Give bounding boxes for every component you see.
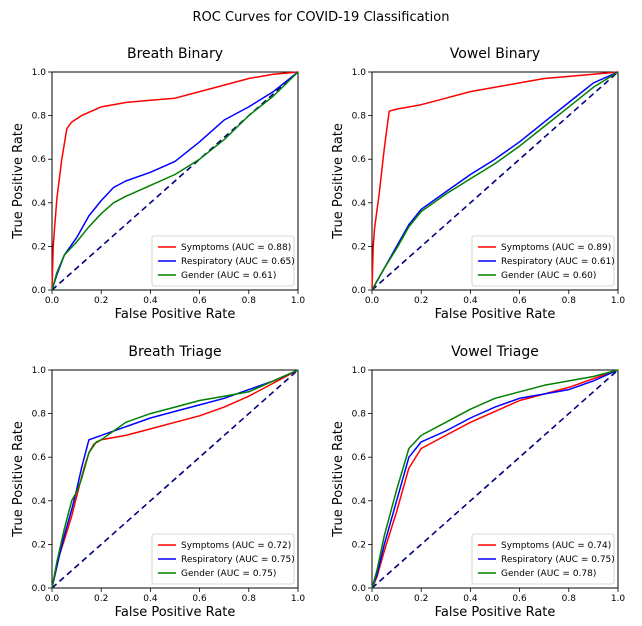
legend-label-respiratory: Respiratory (AUC = 0.75) — [501, 555, 615, 565]
chart-panel-3: Breath Triage 0.00.0 0.2 0.2 0.4 0.4 0.6 0.6 0.8… — [11, 344, 305, 620]
x-tick-label: 1.0 — [611, 594, 626, 604]
series-line-gender — [371, 71, 619, 291]
series-line-symptoms — [371, 71, 619, 291]
y-axis-label: True Positive Rate — [11, 421, 26, 538]
y-tick-label: 1.0 — [352, 366, 367, 376]
y-tick-label: 1.0 — [352, 68, 367, 78]
x-tick-label: 0.6 — [512, 296, 527, 306]
x-tick-label: 0.4 — [463, 296, 478, 306]
panel-title: Breath Binary — [127, 46, 223, 62]
y-tick-label: 0.2 — [352, 242, 366, 252]
y-tick-label: 0.2 — [352, 540, 366, 550]
chart-panels: Breath Binary0.00.00.20.20.40.40.60.60.8… — [11, 46, 625, 620]
legend-label-symptoms: Symptoms (AUC = 0.72) — [181, 541, 291, 551]
y-tick-label: 0.4 — [32, 497, 47, 507]
x-tick-label: 0.4 — [463, 594, 478, 604]
panel-title: Breath Triage — [128, 344, 221, 360]
x-tick-label: 0.8 — [242, 594, 257, 604]
x-tick-label: 0.0 — [365, 296, 380, 306]
y-tick-label: 0.0 — [352, 584, 367, 594]
y-tick-label: 0.6 — [352, 155, 367, 165]
y-tick-label: 0.8 — [352, 112, 367, 122]
series-line-symptoms — [51, 71, 299, 291]
x-tick-label: 0.0 — [45, 296, 60, 306]
panel-title: Vowel Binary — [450, 46, 540, 62]
legend-label-respiratory: Respiratory (AUC = 0.75) — [181, 555, 295, 565]
legend-label-gender: Gender (AUC = 0.75) — [181, 569, 276, 579]
x-tick-label: 0.2 — [94, 296, 108, 306]
legend-label-gender: Gender (AUC = 0.61) — [181, 271, 276, 281]
legend-box — [151, 235, 295, 287]
legend: Symptoms (AUC = 0.72) Respiratory (AUC = … — [151, 533, 295, 585]
legend-label-respiratory: Respiratory (AUC = 0.65) — [181, 257, 295, 267]
legend-label-gender: Gender (AUC = 0.78) — [501, 569, 596, 579]
x-tick-label: 0.4 — [143, 594, 158, 604]
x-tick-label: 0.6 — [192, 296, 207, 306]
y-tick-label: 0.2 — [32, 540, 46, 550]
y-tick-label: 0.2 — [32, 242, 46, 252]
y-axis-label: True Positive Rate — [331, 421, 346, 538]
y-tick-label: 0.8 — [32, 410, 47, 420]
y-tick-label: 0.4 — [352, 199, 367, 209]
legend-box — [151, 533, 295, 585]
y-axis-label: True Positive Rate — [11, 123, 26, 240]
series-line-respiratory — [51, 71, 299, 291]
series-line-respiratory — [371, 369, 619, 589]
x-tick-label: 1.0 — [291, 296, 306, 306]
x-tick-label: 0.2 — [414, 296, 428, 306]
x-axis-label: False Positive Rate — [435, 307, 556, 322]
legend-label-symptoms: Symptoms (AUC = 0.74) — [501, 541, 611, 551]
y-tick-label: 0.0 — [32, 286, 47, 296]
x-axis-label: False Positive Rate — [115, 307, 236, 322]
y-tick-label: 0.8 — [32, 112, 47, 122]
legend: Symptoms (AUC = 0.74) Respiratory (AUC = … — [471, 533, 615, 585]
chance-diagonal-line — [51, 369, 299, 589]
legend-box — [471, 533, 615, 585]
x-tick-label: 1.0 — [291, 594, 306, 604]
chart-panel-4: Vowel Triage 0.00.0 0.2 0.2 0.4 0.4 0.6 0.6 0.8 0… — [331, 344, 625, 620]
chart-panel-1: Breath Binary 0.00.0 0.2 0.2 0.4 0.4 0.6 0.6 0.8… — [11, 46, 305, 322]
x-tick-label: 1.0 — [611, 296, 626, 306]
chart-panel-2: Vowel Binary 0.00.0 0.2 0.2 0.4 0.4 0.6 0.6 0.8 0… — [331, 46, 625, 322]
chance-diagonal-line — [371, 71, 619, 291]
legend-label-symptoms: Symptoms (AUC = 0.88) — [181, 243, 291, 253]
y-tick-label: 1.0 — [32, 366, 47, 376]
x-tick-label: 0.6 — [192, 594, 207, 604]
y-tick-label: 0.6 — [32, 155, 47, 165]
y-tick-label: 0.6 — [352, 453, 367, 463]
y-tick-label: 0.0 — [32, 584, 47, 594]
x-tick-label: 0.8 — [242, 296, 257, 306]
y-tick-label: 0.8 — [352, 410, 367, 420]
y-axis-label: True Positive Rate — [331, 123, 346, 240]
x-tick-label: 0.6 — [512, 594, 527, 604]
series-line-gender — [51, 369, 299, 589]
legend: Symptoms (AUC = 0.89) Respiratory (AUC = … — [471, 235, 615, 287]
x-tick-label: 0.0 — [365, 594, 380, 604]
x-axis-label: False Positive Rate — [115, 605, 236, 620]
series-line-gender — [51, 71, 299, 291]
x-axis-label: False Positive Rate — [435, 605, 556, 620]
y-tick-label: 0.4 — [352, 497, 367, 507]
series-line-symptoms — [371, 369, 619, 589]
x-tick-label: 0.8 — [562, 296, 577, 306]
figure-title: ROC Curves for COVID-19 Classification — [193, 10, 450, 25]
y-tick-label: 0.0 — [352, 286, 367, 296]
chance-diagonal-line — [371, 369, 619, 589]
y-tick-label: 0.4 — [32, 199, 47, 209]
y-tick-label: 1.0 — [32, 68, 47, 78]
y-tick-label: 0.6 — [32, 453, 47, 463]
x-tick-label: 0.8 — [562, 594, 577, 604]
legend: Symptoms (AUC = 0.88) Respiratory (AUC = … — [151, 235, 295, 287]
legend-label-respiratory: Respiratory (AUC = 0.61) — [501, 257, 615, 267]
legend-box — [471, 235, 615, 287]
legend-label-gender: Gender (AUC = 0.60) — [501, 271, 596, 281]
panel-title: Vowel Triage — [451, 344, 539, 360]
series-line-gender — [371, 369, 619, 589]
x-tick-label: 0.0 — [45, 594, 60, 604]
x-tick-label: 0.2 — [414, 594, 428, 604]
x-tick-label: 0.4 — [143, 296, 158, 306]
legend-label-symptoms: Symptoms (AUC = 0.89) — [501, 243, 611, 253]
x-tick-label: 0.2 — [94, 594, 108, 604]
